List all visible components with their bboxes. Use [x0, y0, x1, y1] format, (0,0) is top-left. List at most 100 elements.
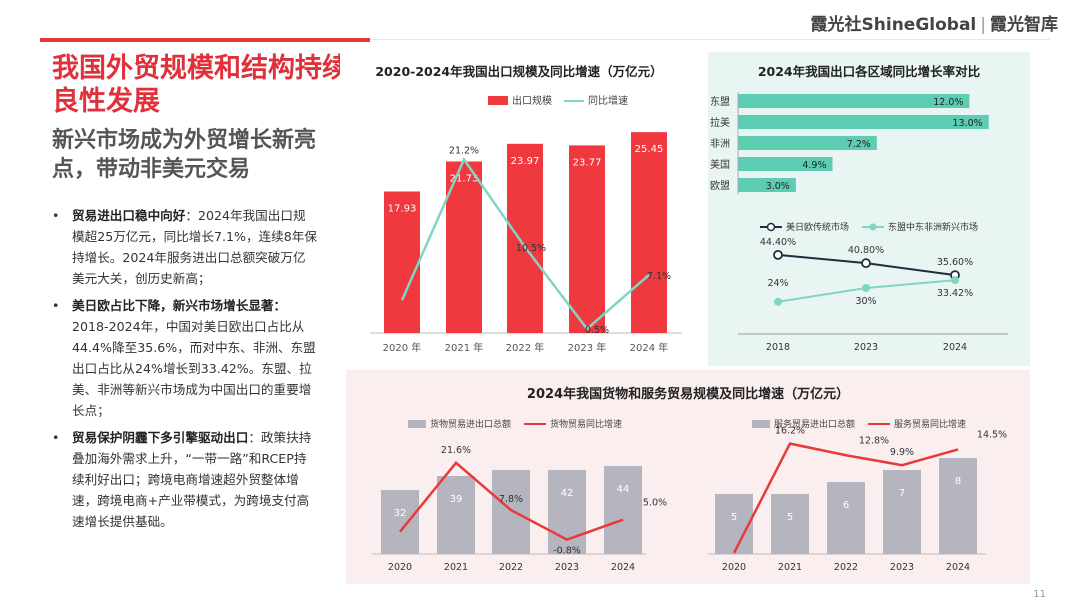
bullet-text: 2018-2024年，中国对美日欧出口占比从44.4%降至35.6%，而对中东、…: [72, 319, 316, 418]
bullet-heading: 美日欧占比下降，新兴市场增长显著：: [72, 298, 287, 313]
point-value-label: 35.60%: [937, 257, 973, 268]
bar: [883, 470, 921, 554]
legend-label: 货物贸易同比增速: [550, 418, 622, 430]
bullet-dot: •: [52, 298, 60, 313]
line-value-label: 10.5%: [516, 243, 546, 254]
bar: [437, 476, 475, 554]
legend-label: 同比增速: [588, 94, 628, 107]
title-accent-bar: [40, 38, 370, 42]
x-tick-label: 2022: [834, 562, 858, 573]
line-value-label: -0.8%: [553, 546, 581, 557]
line-value-label: 7.1%: [647, 271, 671, 282]
bar: [381, 490, 419, 554]
trade-scale-chart-panel: 2024年我国货物和服务贸易规模及同比增速（万亿元） 货物贸易进出口总额 货物贸易同…: [346, 370, 1030, 584]
category-label: 东盟: [710, 95, 730, 108]
bar-value-label: 23.97: [511, 156, 540, 167]
line-value-label: 7.8%: [499, 494, 523, 505]
page-title: 我国外贸规模和结构持续良性发展: [52, 53, 349, 117]
legend-marker: [869, 223, 877, 231]
legend-label: 服务贸易进出口总额: [774, 418, 855, 430]
legend-label: 货物贸易进出口总额: [430, 418, 511, 430]
x-tick-label: 2024: [611, 562, 635, 573]
growth-line: [400, 156, 650, 331]
legend-swatch-bar: [408, 420, 426, 428]
bullet-dot: •: [52, 208, 60, 223]
bar-value-label: 32: [394, 508, 407, 519]
x-tick-label: 2020: [388, 562, 412, 573]
point-value-label: 44.40%: [760, 237, 796, 248]
line-value-label: 5.0%: [643, 498, 667, 509]
x-tick-label: 2020: [722, 562, 746, 573]
chart-title: 2024年我国出口各区域同比增长率对比: [758, 64, 981, 79]
hbar: [738, 136, 877, 150]
line-value-label: 9.9%: [890, 447, 914, 458]
point-value-label: 24%: [767, 278, 788, 289]
bullet-text: ：2024年我国出口规模超25万亿元，同比增长7.1%，连续8年保持增长。202…: [72, 208, 317, 286]
x-tick-label: 2024: [946, 562, 970, 573]
x-tick-label: 2018: [766, 342, 790, 353]
growth-line: [732, 442, 959, 554]
x-tick-label: 2022: [499, 562, 523, 573]
chart-title: 2020-2024年我国出口规模及同比增速（万亿元）: [375, 64, 662, 79]
bar: [771, 494, 809, 554]
legend-label: 美日欧传统市场: [786, 221, 849, 233]
brand-separator: |: [980, 15, 986, 35]
hbar: [738, 94, 970, 108]
data-point: [861, 258, 871, 269]
bar-value-label: 44: [617, 484, 630, 495]
bullet-list: • 贸易进出口稳中向好：2024年我国出口规模超25万亿元，同比增长7.1%，连…: [52, 205, 318, 538]
brand-header: 霞光社ShineGlobal | 霞光智库: [811, 10, 1058, 35]
bar-value-label: 25.45: [635, 144, 664, 155]
legend-label: 出口规模: [512, 94, 552, 107]
bar: [446, 161, 482, 333]
bar-value-label: 8: [955, 476, 961, 487]
line-value-label: 12.8%: [859, 435, 889, 446]
bar: [492, 470, 530, 554]
line-value-label: 21.6%: [441, 445, 471, 456]
bar-value-label: 42: [561, 488, 574, 499]
x-tick-label: 2020 年: [383, 341, 422, 354]
hbar-value-label: 4.9%: [802, 160, 826, 171]
x-tick-label: 2021: [778, 562, 802, 573]
bar: [631, 132, 667, 333]
header-divider: [370, 39, 1050, 40]
brand-name: 霞光社ShineGlobal: [810, 15, 977, 35]
bullet-text: ：政策扶持叠加海外需求上升，“一带一路”和RCEP持续利好出口；跨境电商增速超外…: [72, 430, 312, 529]
data-point: [774, 297, 782, 306]
bar: [507, 143, 543, 333]
bullet-dot: •: [52, 430, 60, 445]
category-label: 美国: [710, 158, 730, 171]
x-tick-label: 2023: [890, 562, 914, 573]
x-tick-label: 2024 年: [630, 341, 669, 354]
line-value-label: 21.2%: [449, 145, 479, 156]
legend-marker: [766, 222, 776, 232]
export-scale-chart: 2020-2024年我国出口规模及同比增速（万亿元） 出口规模 同比增速 17.93 2…: [370, 64, 682, 354]
x-tick-label: 2023: [854, 342, 878, 353]
bar-value-label: 5: [787, 512, 793, 523]
x-tick-label: 2024: [943, 342, 967, 353]
growth-line: [399, 461, 624, 541]
bar-value-label: 17.93: [388, 203, 417, 214]
bullet-item: • 贸易进出口稳中向好：2024年我国出口规模超25万亿元，同比增长7.1%，连…: [52, 205, 318, 289]
bar-value-label: 21.73: [450, 173, 479, 184]
x-tick-label: 2023 年: [568, 341, 607, 354]
line-value-label: 16.2%: [775, 426, 805, 437]
legend-label: 服务贸易同比增速: [894, 418, 966, 430]
point-value-label: 30%: [855, 296, 876, 307]
legend-swatch-bar: [752, 420, 770, 428]
category-label: 非洲: [710, 138, 730, 150]
export-scale-chart-panel: 2020-2024年我国出口规模及同比增速（万亿元） 出口规模 同比增速 17.93 2…: [340, 52, 698, 366]
x-tick-label: 2021: [444, 562, 468, 573]
legend-label: 东盟中东非洲新兴市场: [888, 221, 978, 233]
legend-swatch-bar: [488, 96, 508, 105]
bar: [939, 458, 977, 554]
category-label: 拉美: [710, 116, 730, 129]
bullet-heading: 贸易进出口稳中向好: [72, 208, 186, 223]
hbar: [738, 178, 796, 192]
chart-title: 2024年我国货物和服务贸易规模及同比增速（万亿元）: [527, 386, 849, 402]
bullet-item: • 美日欧占比下降，新兴市场增长显著： 2018-2024年，中国对美日欧出口占比…: [52, 295, 318, 421]
hbar-value-label: 7.2%: [847, 139, 871, 150]
x-tick-label: 2022 年: [506, 341, 545, 354]
point-value-label: 33.42%: [937, 288, 973, 299]
